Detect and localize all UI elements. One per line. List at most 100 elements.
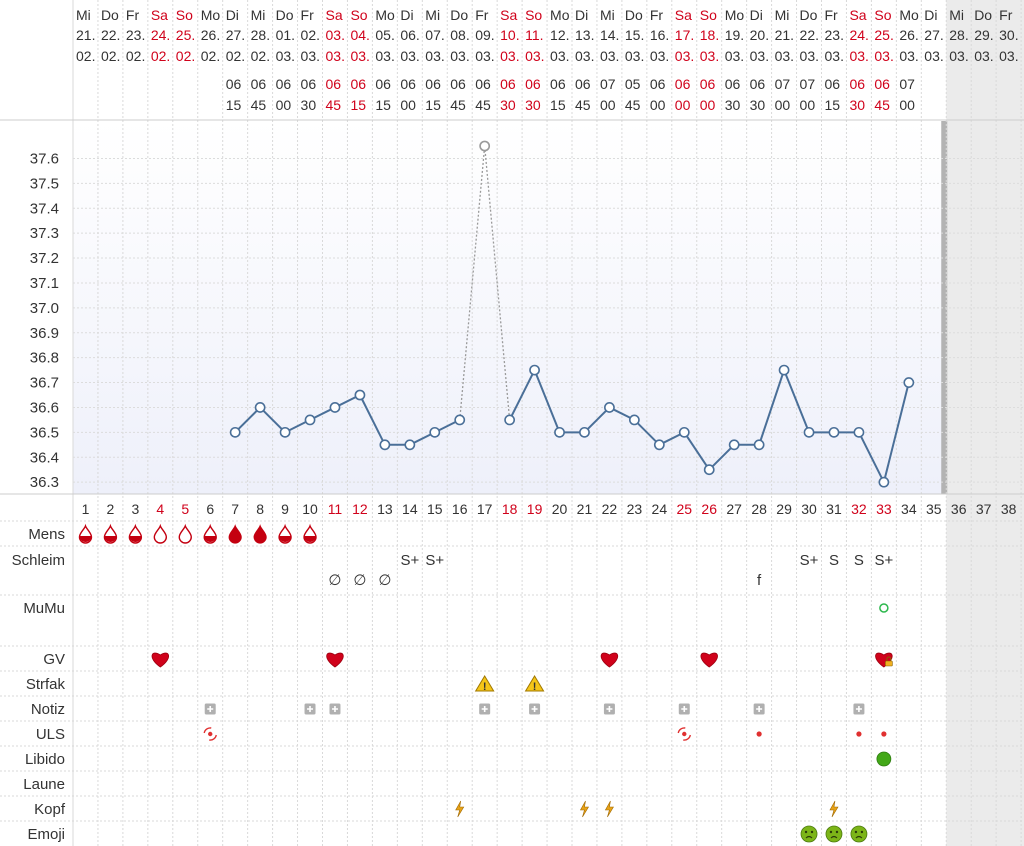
- temperature-point[interactable]: [554, 426, 565, 438]
- heart-icon[interactable]: [326, 652, 344, 668]
- cycle-day-number: 33: [876, 501, 892, 517]
- warning-icon[interactable]: !: [474, 675, 495, 693]
- temperature-point[interactable]: [329, 402, 341, 413]
- note-icon[interactable]: [304, 703, 316, 715]
- header-time-hour: 06: [425, 76, 441, 92]
- header-weekday: Mi: [76, 7, 91, 23]
- schleim-mark[interactable]: S+: [800, 552, 819, 569]
- libido-dot-icon[interactable]: [876, 751, 892, 767]
- temperature-point[interactable]: [454, 414, 466, 426]
- temperature-point[interactable]: [853, 426, 865, 438]
- lightning-icon[interactable]: [455, 800, 465, 818]
- heart-shape: [151, 652, 169, 668]
- temperature-point[interactable]: [803, 426, 815, 438]
- schleim-mark[interactable]: ∅: [353, 572, 366, 589]
- mens-drop-icon[interactable]: [203, 523, 217, 544]
- mens-drop-icon[interactable]: [253, 524, 267, 544]
- temperature-point[interactable]: [728, 439, 740, 451]
- temperature-point[interactable]: [703, 464, 715, 476]
- sick-emoji-icon[interactable]: [825, 825, 843, 843]
- mens-drop-icon[interactable]: [228, 524, 242, 544]
- header-month: 03.: [475, 48, 494, 64]
- temperature-point[interactable]: [778, 364, 790, 376]
- mens-drop-icon[interactable]: [178, 523, 192, 544]
- temperature-point[interactable]: [354, 389, 366, 401]
- note-icon[interactable]: [529, 703, 541, 715]
- ultrasound-dot-icon[interactable]: [881, 731, 887, 737]
- ultrasound-dot-icon[interactable]: [756, 731, 762, 737]
- header-day: 28.: [251, 27, 270, 43]
- temperature-point[interactable]: [579, 426, 590, 438]
- lightning-icon[interactable]: [829, 800, 839, 818]
- mumu-circle-icon[interactable]: [879, 603, 889, 613]
- mens-drop-icon[interactable]: [103, 523, 118, 544]
- note-icon[interactable]: [853, 703, 865, 715]
- heart-icon[interactable]: [700, 652, 718, 668]
- ultrasound-dot-icon[interactable]: [856, 731, 862, 737]
- heart-icon[interactable]: [151, 652, 169, 668]
- temperature-point[interactable]: [828, 426, 840, 438]
- temperature-point[interactable]: [229, 426, 241, 438]
- temperature-point[interactable]: [678, 426, 690, 438]
- uls-core: [208, 731, 213, 737]
- header-weekday: Di: [226, 7, 239, 23]
- mens-drop-icon[interactable]: [303, 523, 317, 544]
- sick-emoji-icon[interactable]: [800, 825, 818, 843]
- ultrasound-icon[interactable]: [677, 727, 691, 741]
- header-month: 03.: [350, 48, 369, 64]
- mens-drop-icon[interactable]: [153, 523, 168, 544]
- schleim-mark[interactable]: S+: [400, 552, 419, 569]
- sick-emoji-icon[interactable]: [850, 825, 868, 843]
- temperature-point[interactable]: [878, 476, 890, 488]
- temperature-point[interactable]: [304, 414, 316, 426]
- header-time-hour: 06: [226, 76, 242, 92]
- heart-icon[interactable]: [600, 652, 619, 668]
- temperature-point[interactable]: [279, 426, 291, 438]
- ultrasound-icon[interactable]: [203, 727, 217, 741]
- temperature-point[interactable]: [254, 402, 266, 413]
- mens-drop-icon[interactable]: [278, 523, 292, 544]
- header-day: 22.: [800, 27, 819, 43]
- temperature-point[interactable]: [529, 364, 540, 376]
- header-weekday: Fr: [650, 7, 664, 23]
- y-tick-label: 36.8: [30, 350, 59, 367]
- mens-drop-icon[interactable]: [78, 523, 93, 544]
- note-icon[interactable]: [204, 703, 216, 715]
- uls-arc: [683, 734, 691, 741]
- schleim-mark[interactable]: f: [757, 572, 762, 589]
- temperature-point[interactable]: [753, 439, 765, 451]
- note-icon[interactable]: [329, 703, 341, 715]
- schleim-mark[interactable]: S: [854, 552, 864, 569]
- note-icon[interactable]: [479, 703, 491, 715]
- series-segment: [234, 406, 261, 434]
- temperature-point[interactable]: [429, 426, 441, 438]
- temperature-point[interactable]: [504, 414, 516, 426]
- temperature-point[interactable]: [628, 414, 640, 426]
- lightning-icon[interactable]: [579, 800, 590, 818]
- temperature-point[interactable]: [903, 377, 915, 388]
- cycle-day-number: 27: [726, 501, 742, 517]
- schleim-mark[interactable]: S+: [425, 552, 444, 569]
- cycle-day-number: 35: [926, 501, 942, 517]
- schleim-mark[interactable]: S+: [874, 552, 893, 569]
- temperature-point[interactable]: [404, 439, 416, 451]
- temperature-point[interactable]: [653, 439, 665, 451]
- header-weekday: Fr: [126, 7, 140, 23]
- emoji-mouth: [855, 835, 863, 839]
- header-month: 03.: [974, 48, 993, 64]
- series-segment: [858, 431, 885, 483]
- schleim-mark[interactable]: ∅: [378, 572, 391, 589]
- row-label: Mens: [28, 526, 65, 543]
- excluded-temperature-point[interactable]: [479, 140, 491, 152]
- series-segment: [583, 406, 611, 434]
- temperature-point[interactable]: [379, 439, 391, 451]
- lightning-icon[interactable]: [604, 800, 614, 818]
- warning-icon[interactable]: !: [524, 675, 545, 693]
- mens-drop-icon[interactable]: [128, 523, 143, 544]
- schleim-mark[interactable]: S: [829, 552, 839, 569]
- temperature-point[interactable]: [604, 402, 615, 413]
- note-icon[interactable]: [753, 703, 765, 715]
- note-icon[interactable]: [603, 703, 615, 715]
- schleim-mark[interactable]: ∅: [328, 572, 341, 589]
- note-icon[interactable]: [678, 703, 690, 715]
